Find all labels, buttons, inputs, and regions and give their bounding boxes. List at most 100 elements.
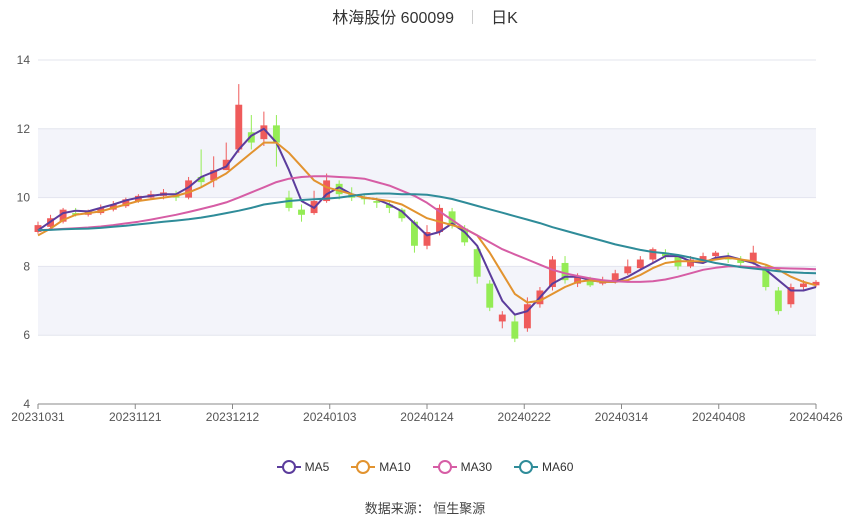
candle-body [636, 259, 644, 269]
candle-body [649, 249, 657, 260]
ma-line-ma10 [37, 141, 817, 304]
x-tick-label: 20231031 [11, 410, 65, 424]
y-axis: 4 6 8 10 12 14 [17, 53, 31, 411]
candle [486, 280, 494, 312]
grid-band [38, 266, 816, 336]
candle [298, 204, 305, 222]
candle-body [699, 256, 707, 262]
legend-item-ma5[interactable]: MA5 [276, 458, 330, 476]
candle-body [247, 132, 255, 143]
candle-body [687, 259, 694, 267]
candle-body [34, 225, 42, 232]
candle-body [423, 232, 431, 246]
legend-item-ma60[interactable]: MA60 [514, 458, 573, 476]
candle-body [373, 201, 381, 203]
y-tick-label: 4 [23, 397, 30, 411]
candle-body [486, 283, 494, 308]
candle-body [235, 104, 243, 150]
candle-body [448, 211, 456, 226]
candle [385, 201, 393, 214]
candle-body [59, 209, 67, 222]
candle-body [122, 199, 130, 207]
grid-band [38, 128, 816, 198]
candle-body [749, 252, 757, 263]
candle-body [661, 252, 669, 257]
candle-body [461, 228, 469, 243]
candle-body [323, 180, 331, 202]
legend: MA5 MA10 MA30 MA60 [0, 458, 850, 476]
candle-body [812, 281, 820, 286]
candle [561, 256, 569, 284]
candle [812, 280, 820, 288]
data-source: 数据来源： 恒生聚源 [364, 501, 486, 516]
candle-body [561, 262, 569, 281]
candle-body [511, 321, 519, 339]
y-tick-label: 6 [23, 328, 30, 342]
candle [636, 256, 644, 270]
x-tick-label: 20240426 [789, 410, 843, 424]
candle [436, 204, 443, 236]
candle [712, 250, 720, 258]
title-separator [472, 10, 474, 24]
candle-body [574, 276, 582, 284]
legend-label-ma60: MA60 [542, 460, 574, 474]
candle-body [385, 204, 393, 208]
candle-body [800, 283, 807, 288]
candle-body [335, 183, 343, 195]
candle-body [436, 207, 443, 232]
y-tick-label: 14 [17, 53, 31, 67]
candle [34, 221, 42, 234]
candle [109, 201, 117, 212]
candle [411, 219, 418, 253]
candle-body [210, 170, 218, 181]
candle-body [586, 280, 594, 286]
candle-body [712, 252, 720, 257]
candle [649, 247, 657, 263]
candle-body [523, 304, 531, 329]
candle-body [611, 273, 619, 282]
candle [661, 249, 669, 260]
legend-label-ma5: MA5 [304, 460, 330, 474]
candle-body [549, 259, 556, 288]
candle [235, 84, 243, 153]
candle [473, 245, 481, 284]
candlestick-chart: 4 6 8 10 12 14 20231031 20231121 20231212 202401… [11, 53, 843, 424]
candle [498, 311, 506, 329]
legend-swatch-ma60 [514, 460, 539, 474]
candle [398, 207, 406, 222]
candle [737, 256, 745, 267]
candle-body [285, 197, 293, 208]
candle [774, 287, 782, 315]
candle-body [411, 221, 418, 246]
x-tick-label: 20240314 [595, 410, 649, 424]
legend-item-ma30[interactable]: MA30 [432, 458, 493, 476]
chart-title: 林海股份 600099 [332, 10, 455, 27]
legend-swatch-ma5 [276, 460, 301, 474]
period-label[interactable]: 日K [491, 10, 518, 27]
moving-average-lines [37, 127, 817, 316]
candle-body [624, 266, 632, 274]
ma-line-ma30 [37, 175, 817, 283]
x-tick-label: 20240222 [498, 410, 552, 424]
candle [97, 204, 105, 215]
legend-item-ma10[interactable]: MA10 [351, 458, 411, 476]
legend-label-ma10: MA10 [379, 460, 411, 474]
candle [423, 225, 431, 250]
x-tick-label: 20231121 [109, 410, 162, 424]
candle [122, 197, 130, 208]
legend-swatch-ma10 [351, 460, 376, 474]
grid-lines [38, 59, 816, 405]
x-tick-label: 20231212 [206, 410, 260, 424]
legend-label-ma30: MA30 [460, 460, 493, 474]
candle-body [260, 125, 268, 140]
x-tick-label: 20240124 [400, 410, 454, 424]
x-tick-label: 20240103 [303, 410, 357, 424]
ma-line-ma5 [37, 127, 817, 316]
x-axis: 20231031 20231121 20231212 20240103 20240124… [11, 403, 843, 424]
candle-body [787, 287, 795, 305]
candle-body [298, 209, 305, 215]
y-tick-label: 10 [17, 191, 31, 205]
legend-swatch-ma30 [432, 460, 457, 474]
candle [787, 283, 795, 308]
candle-body [774, 290, 782, 312]
